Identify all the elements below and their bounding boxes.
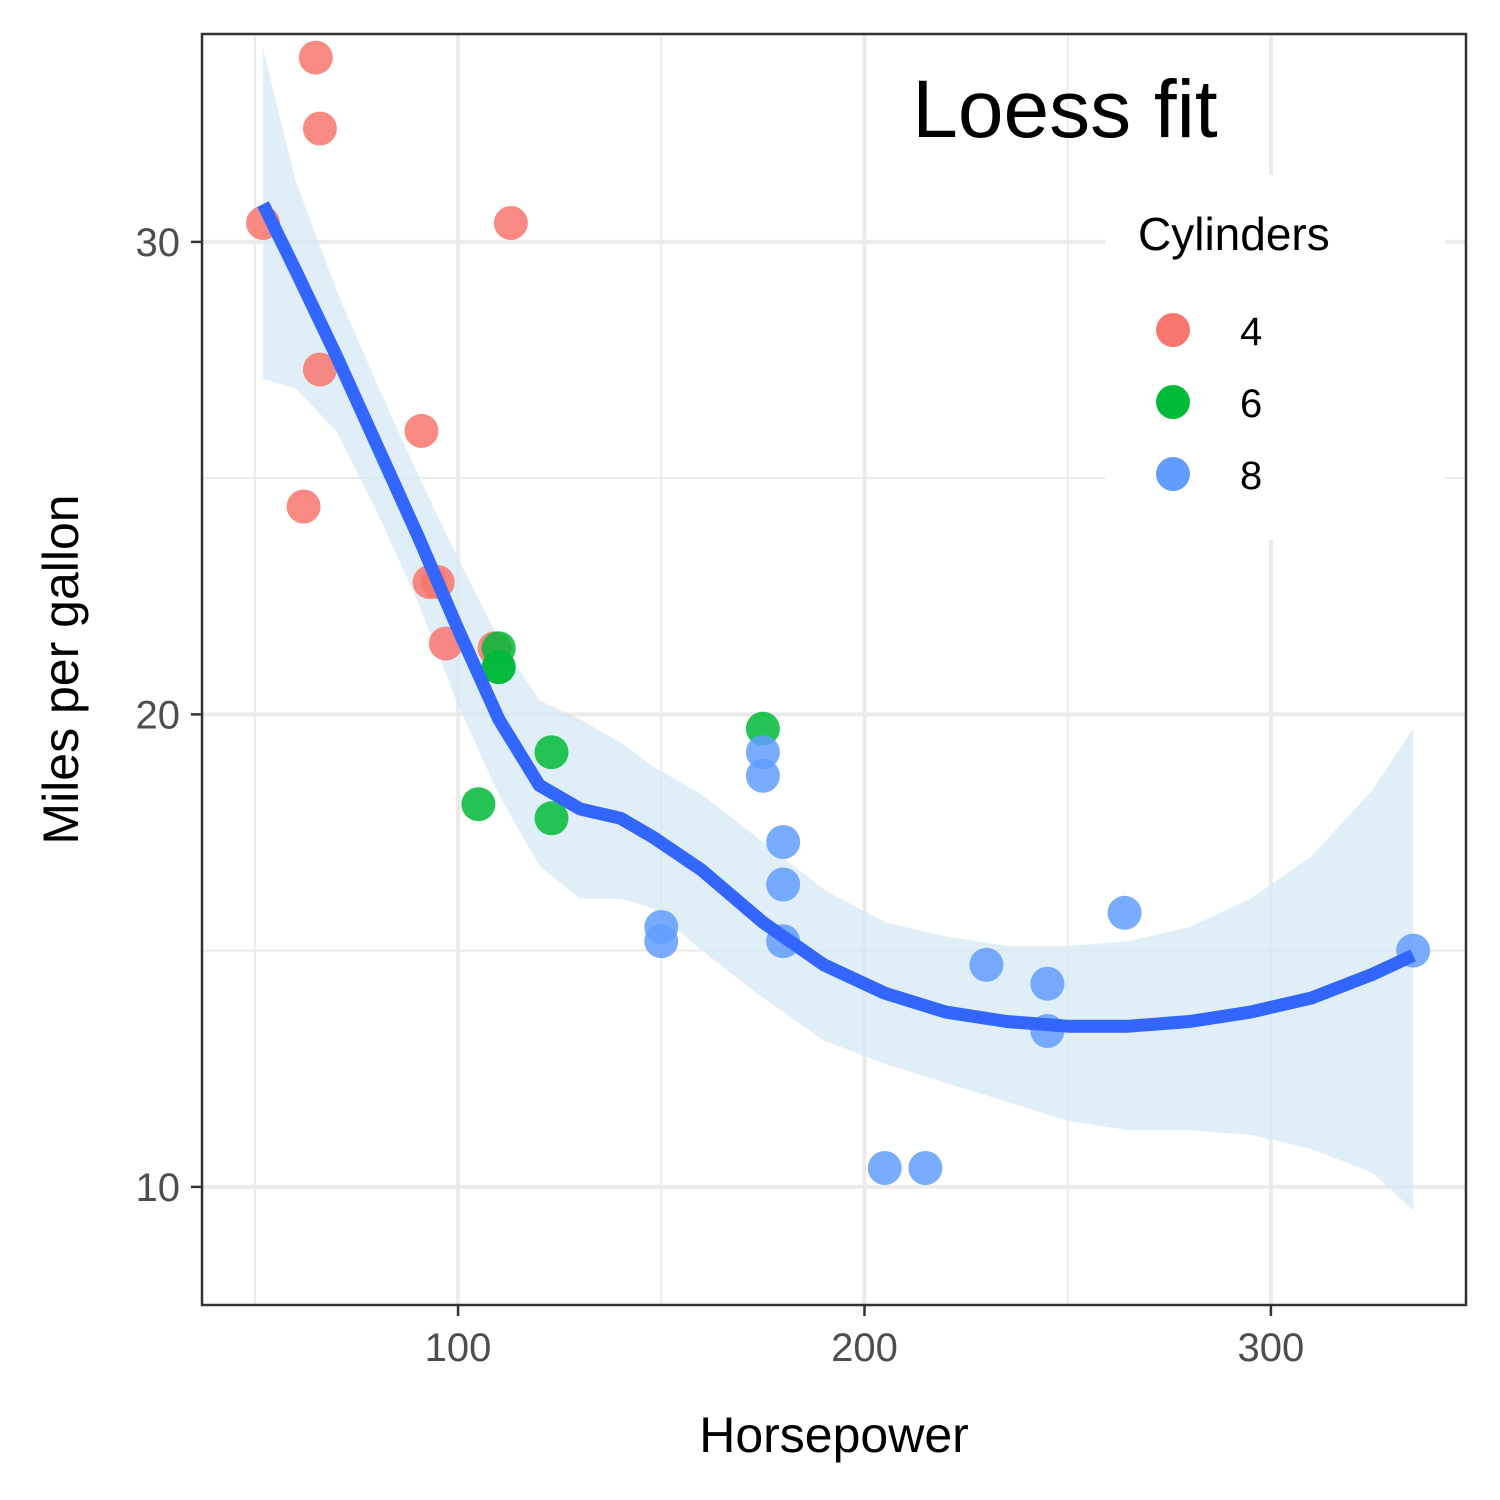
data-point-cyl-6 — [745, 711, 780, 746]
panel-border — [200, 32, 1468, 1307]
data-point-cyl-4 — [302, 111, 337, 146]
x-axis: 100 200 300 — [425, 1305, 1305, 1370]
data-point-cyl-8 — [745, 758, 780, 793]
data-point-cyl-8 — [745, 735, 780, 770]
y-axis-title: Miles per gallon — [33, 494, 89, 844]
y-tick-label: 10 — [136, 1166, 181, 1210]
data-point-cyl-4 — [302, 352, 337, 387]
y-tick-label: 20 — [136, 693, 181, 737]
x-axis-title: Horsepower — [699, 1407, 969, 1463]
legend: Cylinders 4 6 8 — [1105, 175, 1445, 540]
legend-label-4: 4 — [1240, 310, 1262, 354]
data-point-cyl-6 — [481, 631, 516, 666]
x-tick-label: 100 — [425, 1326, 492, 1370]
data-point-cyl-8 — [969, 947, 1004, 982]
data-point-cyl-8 — [766, 825, 801, 859]
y-axis: 10 20 30 — [136, 221, 202, 1210]
legend-key-8 — [1156, 457, 1190, 491]
data-point-cyl-4 — [493, 206, 528, 240]
y-tick-label: 30 — [136, 221, 181, 265]
data-point-cyl-8 — [867, 1151, 902, 1185]
data-point-cyl-6 — [534, 801, 569, 836]
legend-label-8: 8 — [1240, 454, 1262, 498]
legend-key-6 — [1156, 385, 1190, 419]
legend-label-6: 6 — [1240, 382, 1262, 426]
data-point-cyl-4 — [298, 40, 333, 75]
legend-title: Cylinders — [1138, 208, 1330, 260]
legend-key-4 — [1156, 313, 1190, 347]
chart-title: Loess fit — [912, 64, 1218, 155]
data-point-cyl-8 — [766, 867, 801, 902]
data-point-cyl-8 — [1107, 895, 1142, 930]
data-point-cyl-8 — [644, 924, 679, 959]
legend-entries: 4 6 8 — [1156, 310, 1262, 498]
x-tick-label: 300 — [1238, 1326, 1305, 1370]
data-point-cyl-6 — [461, 787, 496, 822]
data-point-cyl-8 — [1030, 966, 1065, 1001]
x-tick-label: 200 — [831, 1326, 898, 1370]
data-point-cyl-8 — [908, 1151, 943, 1185]
data-point-cyl-4 — [404, 413, 439, 448]
loess-fit-line — [257, 201, 1416, 1033]
data-point-cyl-6 — [534, 735, 569, 770]
data-point-cyl-4 — [286, 489, 321, 524]
data-points — [246, 40, 1431, 1185]
